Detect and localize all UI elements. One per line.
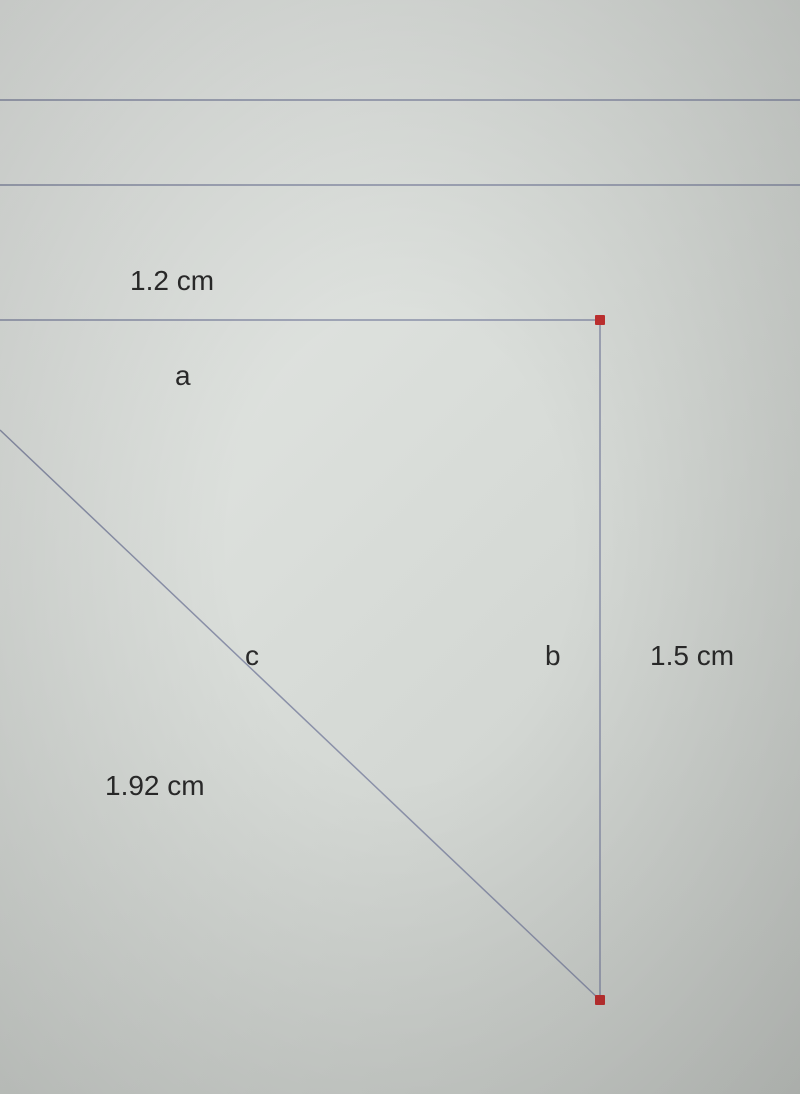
measurement-a-label: 1.2 cm xyxy=(130,265,214,297)
measurement-b-label: 1.5 cm xyxy=(650,640,734,672)
geometry-diagram xyxy=(0,0,800,1094)
side-b-label: b xyxy=(545,640,561,672)
side-c-label: c xyxy=(245,640,259,672)
vertex-point-top xyxy=(595,315,605,325)
side-a-label: a xyxy=(175,360,191,392)
measurement-c-label: 1.92 cm xyxy=(105,770,205,802)
vertex-point-bottom xyxy=(595,995,605,1005)
triangle-side-c xyxy=(0,430,600,1000)
